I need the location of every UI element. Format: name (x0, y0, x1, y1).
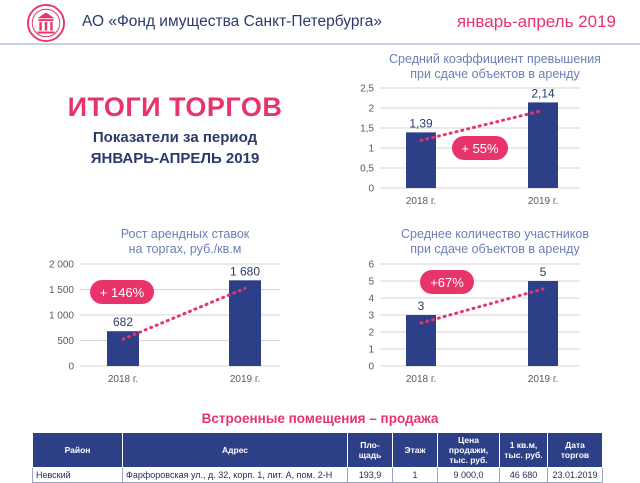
cell-price: 9 000,0 (437, 467, 500, 483)
coef-chart-title: Средний коэффициент превышения при сдаче… (350, 52, 640, 82)
report-period: январь-апрель 2019 (456, 12, 616, 31)
bar (528, 102, 558, 188)
y-tick-label: 2 (368, 328, 374, 339)
bar-value-label: 3 (418, 299, 425, 313)
bar-value-label: 1,39 (409, 116, 433, 130)
bar-value-label: 2,14 (531, 86, 555, 100)
rent-chart: 0 500 1 000 1 500 2 000 682 2018 г. 1 680 2019 г… (49, 260, 280, 385)
bar-value-label: 682 (113, 315, 133, 329)
trend-line (419, 287, 545, 325)
header: АО «Фонд имущества Санкт-Петербурга» янв… (0, 0, 640, 46)
y-tick-label: 2,5 (360, 84, 374, 95)
x-category-label: 2019 г. (528, 196, 558, 207)
rent-chart-title: Рост арендных ставок на торгах, руб./кв.… (40, 227, 330, 257)
growth-badge-label: +67% (430, 275, 464, 290)
bar (528, 281, 558, 366)
participants-chart-title: Среднее количество участников при сдаче … (350, 227, 640, 257)
x-category-label: 2018 г. (108, 374, 138, 385)
col-floor: Этаж (392, 432, 438, 468)
y-tick-label: 0 (68, 362, 74, 373)
col-price-per-sqm: 1 кв.м, тыс. руб. (499, 432, 548, 468)
sales-table: Район Адрес Пло-щадь Этаж Цена продажи, … (32, 432, 603, 483)
sales-section-title: Встроенные помещения – продажа (201, 411, 439, 426)
y-tick-label: 0 (368, 184, 374, 195)
y-tick-label: 1 (368, 345, 374, 356)
trend-line (121, 286, 247, 341)
growth-badge (452, 136, 508, 160)
col-area: Пло-щадь (347, 432, 393, 468)
cell-area: 193,9 (347, 467, 393, 483)
cell-address: Фарфоровская ул., д. 32, корп. 1, лит. А… (122, 467, 348, 483)
page-title: ИТОГИ ТОРГОВ (67, 92, 283, 122)
col-address: Адрес (122, 432, 348, 468)
growth-badge (90, 280, 154, 304)
x-category-label: 2019 г. (230, 374, 260, 385)
y-tick-label: 5 (368, 277, 374, 288)
col-price: Цена продажи, тыс. руб. (437, 432, 500, 468)
col-auction-date: Дата торгов (547, 432, 603, 468)
participants-chart-title-line1: Среднее количество участников (401, 227, 589, 241)
participants-chart: 0 1 2 3 4 5 6 3 2018 г. 5 2019 г. +67% (368, 260, 580, 385)
sales-table-header: Район Адрес Пло-щадь Этаж Цена продажи, … (32, 432, 603, 468)
y-tick-label: 0 (368, 362, 374, 373)
bar-value-label: 1 680 (230, 264, 260, 278)
rent-chart-title-line1: Рост арендных ставок (120, 227, 250, 241)
y-tick-label: 0,5 (360, 164, 374, 175)
page-subtitle: Показатели за период (92, 129, 258, 146)
growth-badge-label: + 146% (100, 285, 145, 300)
y-tick-label: 1,5 (360, 124, 374, 135)
growth-badge (420, 270, 474, 294)
growth-badge-label: + 55% (461, 141, 499, 156)
x-category-label: 2018 г. (406, 374, 436, 385)
page-period-subtitle: ЯНВАРЬ-АПРЕЛЬ 2019 (90, 150, 260, 167)
coef-chart: 0 0,5 1 1,5 2 2,5 1,39 2018 г. 2,14 2019 г. + 55% (360, 84, 580, 207)
rent-chart-title-line2: на торгах, руб./кв.м (128, 242, 242, 256)
y-tick-label: 500 (57, 336, 74, 347)
coef-chart-title-line2: при сдаче объектов в аренду (410, 67, 580, 81)
y-tick-label: 4 (368, 294, 374, 305)
x-category-label: 2018 г. (406, 196, 436, 207)
participants-chart-title-line2: при сдаче объектов в аренду (410, 242, 580, 256)
cell-auction-date: 23.01.2019 (547, 467, 603, 483)
y-tick-label: 3 (368, 311, 374, 322)
y-tick-label: 2 (368, 104, 374, 115)
header-divider (0, 43, 640, 45)
col-district: Район (32, 432, 123, 468)
org-name: АО «Фонд имущества Санкт-Петербурга» (82, 13, 383, 30)
cell-floor: 1 (392, 467, 438, 483)
fund-logo-icon (27, 4, 65, 42)
cell-district: Невский (32, 467, 123, 483)
cell-price-per-sqm: 46 680 (499, 467, 548, 483)
bar (229, 280, 261, 366)
y-tick-label: 1 000 (49, 311, 74, 322)
x-category-label: 2019 г. (528, 374, 558, 385)
trend-line (419, 108, 545, 142)
bar (107, 331, 139, 366)
table-row: Невский Фарфоровская ул., д. 32, корп. 1… (32, 467, 603, 483)
y-tick-label: 1 (368, 144, 374, 155)
y-tick-label: 6 (368, 260, 374, 271)
y-tick-label: 2 000 (49, 260, 74, 271)
bar-value-label: 5 (540, 265, 547, 279)
coef-chart-title-line1: Средний коэффициент превышения (389, 52, 601, 66)
y-tick-label: 1 500 (49, 285, 74, 296)
